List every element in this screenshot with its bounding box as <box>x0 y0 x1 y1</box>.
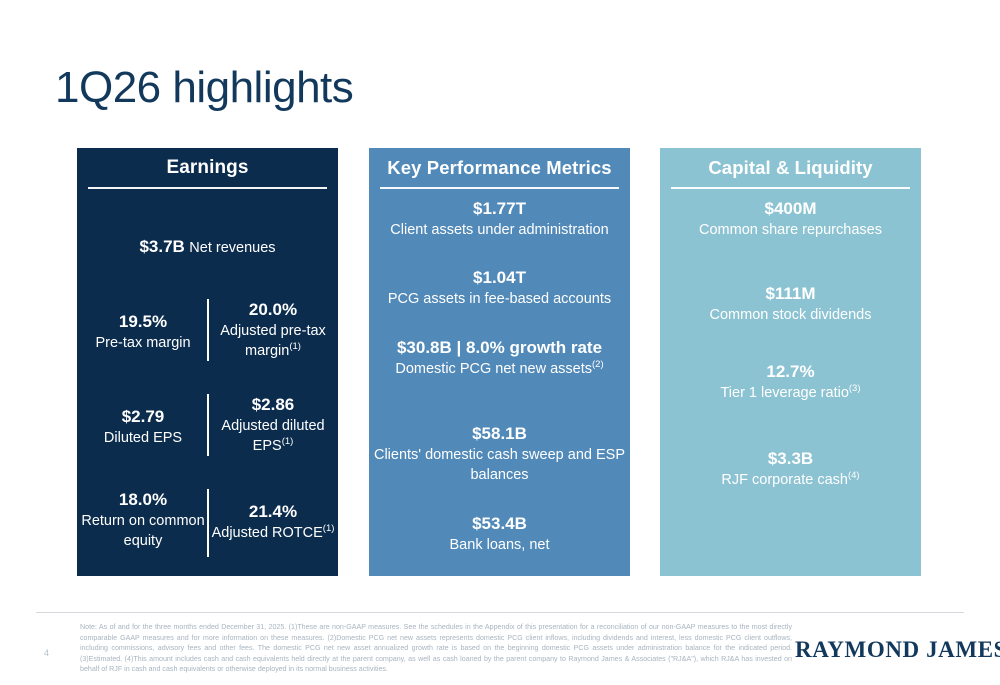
metric-value: 19.5% <box>118 312 168 331</box>
metric-domestic-pcg-net-new-assets: $30.8B | 8.0% growth rate Domestic PCG n… <box>369 337 630 379</box>
metric-label: Tier 1 leverage ratio(3) <box>660 383 921 403</box>
panel-earnings-rule <box>88 187 327 189</box>
metric-adjusted-pre-tax-margin: 20.0% Adjusted pre-tax margin(1) <box>211 299 335 361</box>
footnote-marker: (1) <box>322 523 335 535</box>
footnote-marker: (4) <box>847 470 860 482</box>
page-title: 1Q26 highlights <box>55 63 354 112</box>
metric-value: $111M <box>765 284 816 303</box>
metric-common-stock-dividends: $111M Common stock dividends <box>660 283 921 325</box>
metric-pcg-fee-based-assets: $1.04T PCG assets in fee-based accounts <box>369 267 630 309</box>
metric-pre-tax-margin: 19.5% Pre-tax margin <box>81 299 205 353</box>
metric-value: $53.4B <box>472 514 527 533</box>
metric-value: $30.8B | 8.0% growth rate <box>396 338 603 357</box>
metric-label: Adjusted ROTCE(1) <box>211 523 335 543</box>
footnote-marker: (1) <box>289 341 301 353</box>
panel-key-performance-metrics: Key Performance Metrics $1.77T Client as… <box>369 148 630 576</box>
metric-label: Pre-tax margin <box>95 335 191 351</box>
metric-label: Clients' domestic cash sweep and ESP bal… <box>373 447 625 483</box>
row-divider <box>207 299 209 361</box>
metric-adjusted-rotce: 21.4% Adjusted ROTCE(1) <box>211 489 335 543</box>
raymond-james-logo: RAYMOND JAMES <box>795 637 1000 662</box>
metric-rjf-corporate-cash: $3.3B RJF corporate cash(4) <box>660 448 921 490</box>
panel-earnings-body: $3.7B Net revenues 19.5% Pre-tax margin … <box>77 189 338 575</box>
footnote-marker: (2) <box>592 359 604 371</box>
row-divider <box>207 489 209 557</box>
metric-label: Common stock dividends <box>709 307 872 323</box>
metric-label-text: Adjusted diluted EPS <box>221 418 325 454</box>
metric-common-share-repurchases: $400M Common share repurchases <box>660 198 921 240</box>
panel-capital-rule <box>671 187 910 189</box>
footnote-marker: (1) <box>281 436 294 448</box>
metric-value: $1.04T <box>473 268 526 287</box>
metric-value: 21.4% <box>248 502 298 521</box>
footer-divider <box>36 612 964 613</box>
metric-value: $1.77T <box>473 199 526 218</box>
metric-label: Adjusted pre-tax margin(1) <box>211 321 335 361</box>
footnote-text: Note: As of and for the three months end… <box>80 623 792 674</box>
metric-return-on-common-equity: 18.0% Return on common equity <box>81 489 205 551</box>
metric-value: $2.86 <box>251 395 295 414</box>
metric-adjusted-diluted-eps: $2.86 Adjusted diluted EPS(1) <box>211 394 335 456</box>
metric-label: PCG assets in fee-based accounts <box>387 291 612 307</box>
metric-label: Return on common equity <box>81 513 205 549</box>
metric-value: $58.1B <box>472 424 527 443</box>
metric-value: 20.0% <box>248 300 298 319</box>
metric-net-revenues: $3.7B Net revenues <box>77 236 338 258</box>
metric-value: 12.7% <box>766 362 815 381</box>
metric-label: Diluted EPS <box>103 430 183 446</box>
metric-tier-1-leverage-ratio: 12.7% Tier 1 leverage ratio(3) <box>660 361 921 403</box>
metric-label: Adjusted diluted EPS(1) <box>211 416 335 456</box>
metric-value: $3.3B <box>767 449 814 468</box>
metric-diluted-eps: $2.79 Diluted EPS <box>81 394 205 448</box>
footnote-marker: (3) <box>848 383 861 395</box>
metric-bank-loans-net: $53.4B Bank loans, net <box>369 513 630 555</box>
metric-label-text: RJF corporate cash <box>721 472 848 488</box>
metric-label-text: Tier 1 leverage ratio <box>720 385 849 401</box>
panel-kpm-heading: Key Performance Metrics <box>387 157 612 178</box>
panel-earnings: Earnings $3.7B Net revenues 19.5% Pre-ta… <box>77 148 338 576</box>
panel-capital-heading: Capital & Liquidity <box>708 157 873 178</box>
metric-value: $400M <box>764 199 817 218</box>
metric-label: Net revenues <box>189 240 276 256</box>
metric-client-assets-under-administration: $1.77T Client assets under administratio… <box>369 198 630 240</box>
row-divider <box>207 394 209 456</box>
metric-value: $3.7B <box>139 237 185 256</box>
page-number: 4 <box>44 648 50 658</box>
metric-label: Domestic PCG net new assets(2) <box>369 359 630 379</box>
metric-value: $2.79 <box>121 407 165 426</box>
panel-capital-and-liquidity: Capital & Liquidity $400M Common share r… <box>660 148 921 576</box>
metric-value: 18.0% <box>118 490 168 509</box>
metric-label: Client assets under administration <box>390 222 609 238</box>
panel-earnings-heading: Earnings <box>166 157 249 178</box>
metric-domestic-cash-sweep-esp: $58.1B Clients' domestic cash sweep and … <box>369 423 630 485</box>
metric-label-text: Adjusted ROTCE <box>211 525 323 541</box>
metric-label-text: Adjusted pre-tax margin <box>220 323 326 359</box>
metric-label: RJF corporate cash(4) <box>660 470 921 490</box>
metric-label: Bank loans, net <box>449 537 550 553</box>
metric-label: Common share repurchases <box>699 222 882 238</box>
panel-kpm-rule <box>380 187 619 189</box>
highlight-panels: Earnings $3.7B Net revenues 19.5% Pre-ta… <box>0 148 1000 576</box>
metric-label-text: Domestic PCG net new assets <box>395 361 592 377</box>
